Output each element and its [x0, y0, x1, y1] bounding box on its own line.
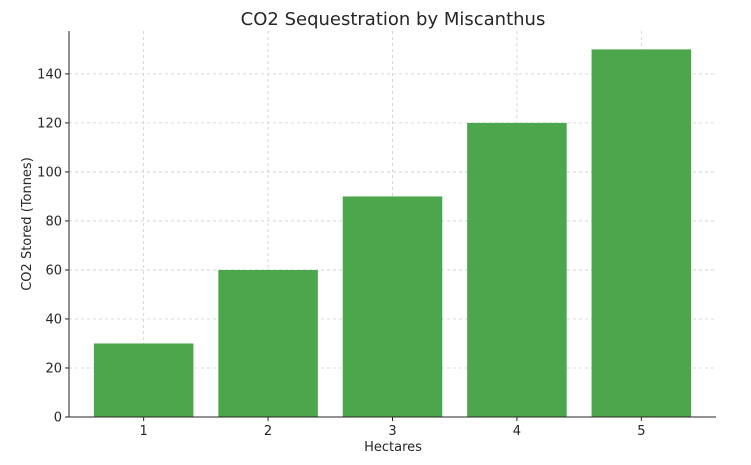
y-tick-label: 80 — [45, 214, 62, 229]
y-tick-label: 0 — [54, 411, 62, 426]
y-tick-label: 120 — [37, 116, 62, 131]
y-tick-label: 140 — [37, 67, 62, 82]
bar-4 — [467, 122, 567, 418]
y-tick-label: 60 — [45, 263, 62, 278]
x-tick-label: 3 — [388, 424, 396, 439]
bar-5 — [591, 49, 692, 417]
bars — [93, 49, 692, 418]
x-axis-label: Hectares — [364, 440, 422, 455]
y-axis-label: CO2 Stored (Tonnes) — [20, 157, 35, 291]
axes: 1 2 3 4 5 0 20 40 60 80 100 120 140 — [37, 31, 716, 439]
y-tick-label: 100 — [37, 165, 62, 180]
chart-title: CO2 Sequestration by Miscanthus — [241, 9, 546, 30]
bar-2 — [218, 269, 318, 417]
bar-3 — [342, 196, 443, 417]
y-tick-label: 20 — [45, 361, 62, 376]
x-tick-label: 5 — [637, 424, 645, 439]
x-tick-label: 4 — [513, 424, 521, 439]
x-tick-label: 2 — [264, 424, 272, 439]
x-tick-label: 1 — [140, 424, 148, 439]
y-tick-label: 40 — [45, 312, 62, 327]
bar-1 — [93, 343, 194, 417]
